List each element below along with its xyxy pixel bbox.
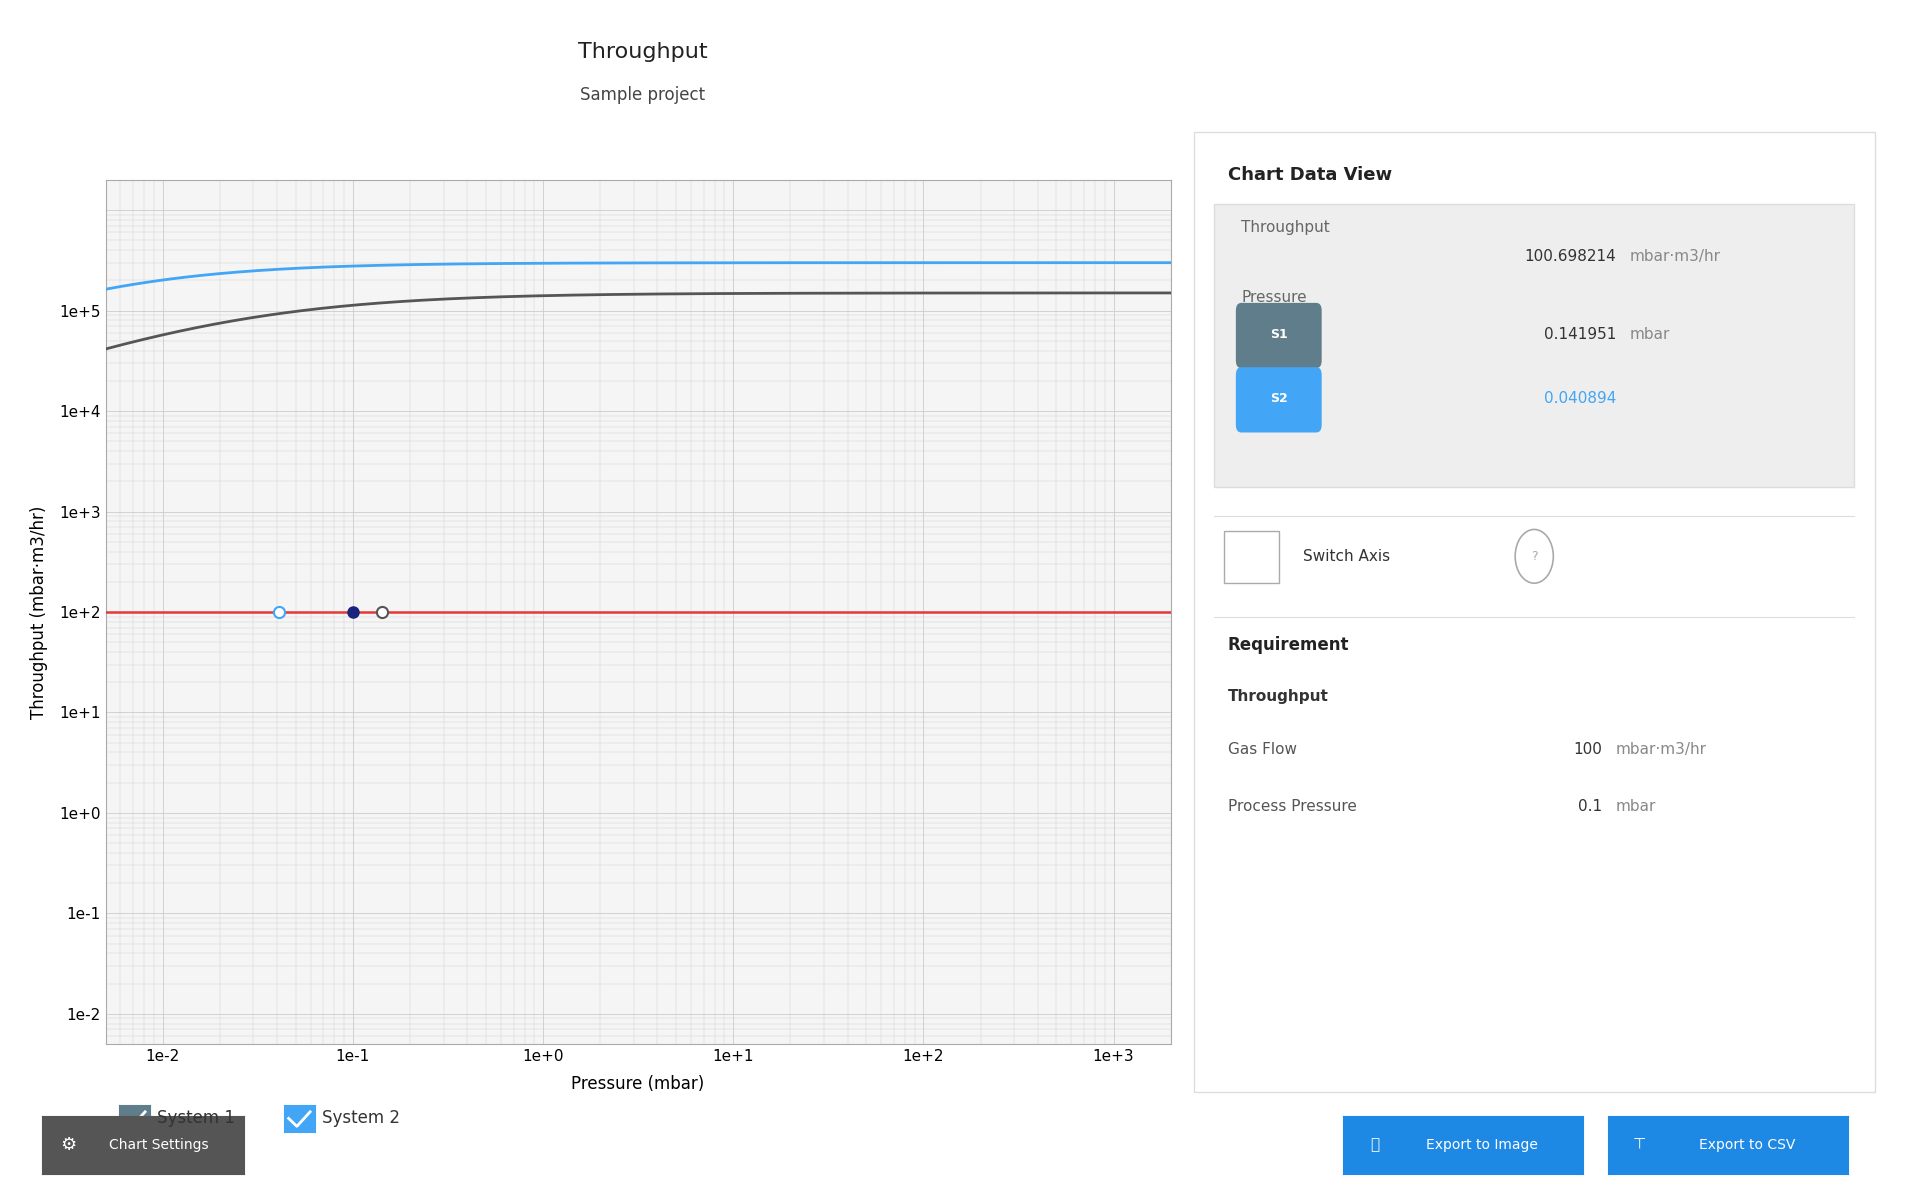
Y-axis label: Throughput (mbar·m3/hr): Throughput (mbar·m3/hr) (31, 505, 48, 719)
Text: S1: S1 (1270, 328, 1288, 341)
Text: Export to Image: Export to Image (1426, 1138, 1539, 1152)
Text: 0.141951: 0.141951 (1543, 328, 1616, 342)
Text: S2: S2 (1270, 392, 1288, 406)
FancyBboxPatch shape (1236, 367, 1322, 432)
Text: Sample project: Sample project (580, 86, 706, 104)
Text: ⚙: ⚙ (59, 1135, 77, 1154)
FancyBboxPatch shape (1224, 532, 1278, 583)
Text: Requirement: Requirement (1228, 636, 1349, 654)
Text: System 2: System 2 (322, 1109, 401, 1128)
Text: mbar·m3/hr: mbar·m3/hr (1629, 250, 1721, 264)
Text: System 1: System 1 (157, 1109, 236, 1128)
Text: mbar: mbar (1629, 328, 1670, 342)
Text: Chart Data View: Chart Data View (1228, 166, 1391, 184)
Text: ⭳: ⭳ (1370, 1138, 1380, 1152)
Text: Export to CSV: Export to CSV (1698, 1138, 1796, 1152)
Text: mbar·m3/hr: mbar·m3/hr (1616, 742, 1708, 757)
Text: Throughput: Throughput (578, 42, 708, 62)
X-axis label: Pressure (mbar): Pressure (mbar) (572, 1075, 704, 1093)
Text: mbar: mbar (1616, 799, 1656, 814)
Text: Throughput: Throughput (1228, 689, 1328, 703)
Text: ⊤: ⊤ (1633, 1138, 1647, 1152)
Text: 100.698214: 100.698214 (1524, 250, 1616, 264)
Text: Pressure: Pressure (1242, 290, 1307, 306)
FancyBboxPatch shape (1236, 302, 1322, 368)
Text: Chart Settings: Chart Settings (109, 1138, 209, 1152)
FancyBboxPatch shape (1194, 132, 1875, 1092)
Text: 0.1: 0.1 (1577, 799, 1602, 814)
FancyBboxPatch shape (1215, 204, 1854, 487)
Text: Process Pressure: Process Pressure (1228, 799, 1357, 814)
Text: 100: 100 (1574, 742, 1602, 757)
Text: Switch Axis: Switch Axis (1303, 548, 1389, 564)
Text: Gas Flow: Gas Flow (1228, 742, 1297, 757)
Text: Throughput: Throughput (1242, 221, 1330, 235)
Text: 0.040894: 0.040894 (1543, 391, 1616, 407)
Text: ?: ? (1531, 550, 1537, 563)
